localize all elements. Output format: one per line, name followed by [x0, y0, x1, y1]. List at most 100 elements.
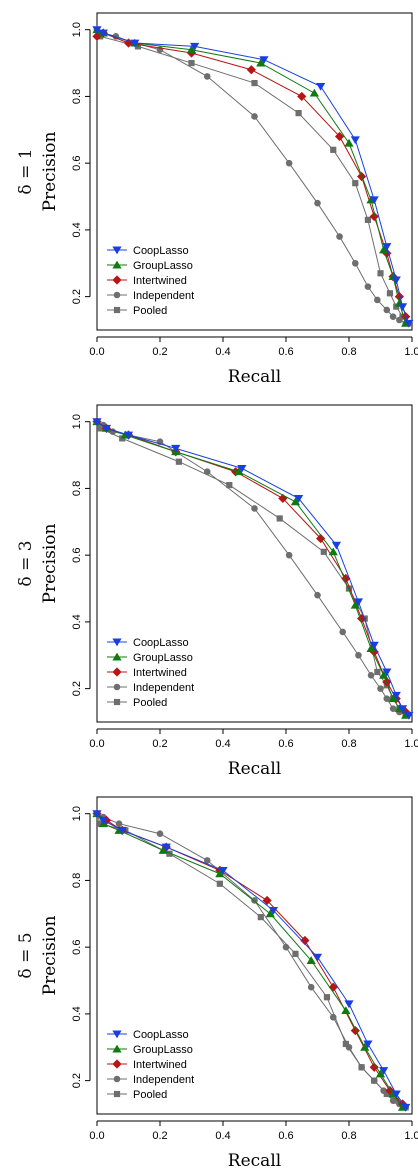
point-intertwined	[401, 312, 411, 322]
point-grouplasso	[388, 694, 398, 703]
point-cooplasso	[404, 319, 414, 328]
point-grouplasso	[328, 547, 338, 556]
point-pooled	[175, 458, 182, 465]
point-cooplasso	[92, 418, 102, 427]
point-cooplasso	[218, 866, 228, 875]
point-grouplasso	[379, 245, 389, 254]
point-pooled	[371, 1077, 378, 1084]
point-pooled	[216, 880, 223, 887]
point-intertwined	[369, 211, 379, 222]
point-intertwined	[394, 292, 404, 302]
x-tick-label: 0.0	[89, 738, 104, 750]
x-tick-label: 0.6	[278, 1130, 293, 1142]
point-independent	[383, 695, 391, 702]
panel-delta-3: δ = 3 0.0 0.2 0.4 0.6 0.8 1.0 0.2 0.4 0.6 0.8 1.0 R…	[16, 404, 418, 779]
x-tick-label: 0.6	[278, 346, 293, 358]
point-grouplasso	[366, 644, 376, 653]
point-grouplasso	[256, 58, 266, 67]
point-pooled	[97, 820, 104, 827]
point-intertwined	[357, 613, 367, 624]
point-independent	[364, 283, 372, 290]
y-tick-label: 1.0	[71, 806, 83, 821]
legend-marker-diamond	[112, 275, 122, 285]
point-cooplasso	[259, 56, 269, 65]
point-cooplasso	[369, 196, 379, 205]
x-tick-label: 0.4	[215, 738, 230, 750]
point-independent	[355, 651, 362, 659]
point-cooplasso	[382, 243, 392, 251]
point-pooled	[276, 515, 283, 522]
legend-entry-pooled: Pooled	[107, 697, 167, 709]
point-cooplasso	[391, 276, 401, 285]
legend-label: Independent	[133, 682, 194, 694]
point-independent	[389, 705, 397, 712]
point-intertwined	[297, 91, 307, 102]
legend-marker-triangle-down	[112, 1030, 122, 1039]
point-pooled	[383, 1090, 390, 1098]
point-pooled	[386, 290, 394, 297]
point-pooled	[323, 994, 331, 1001]
legend-label: Independent	[133, 290, 194, 302]
panel-delta-5: δ = 5 0.0 0.2 0.4 0.6 0.8 1.0 0.2 0.4 0.6 0.8 1.0 R…	[16, 796, 418, 1169]
legend-marker-circle	[113, 1075, 121, 1083]
point-pooled	[393, 1097, 400, 1104]
legend-marker-diamond	[112, 667, 122, 677]
panel-delta-1: δ = 1 0.0 0.2 0.4 0.6 0.8 1.0 0.2 0.4 0.6 0.8 1.0 R…	[16, 12, 418, 387]
point-independent	[282, 943, 290, 951]
point-cooplasso	[237, 464, 247, 473]
point-cooplasso	[397, 303, 408, 312]
legend-entry-intertwined: Intertwined	[107, 275, 187, 287]
point-pooled	[188, 59, 195, 67]
legend-label: CoopLasso	[133, 637, 189, 649]
point-independent	[336, 233, 343, 240]
point-grouplasso	[379, 670, 389, 679]
x-tick-label: 1.0	[404, 346, 418, 358]
point-cooplasso	[369, 641, 379, 650]
y-tick-label: 1.0	[71, 22, 83, 37]
series-line-cooplasso	[96, 29, 410, 324]
legend-entry-intertwined: Intertwined	[107, 1059, 187, 1071]
point-pooled	[374, 668, 381, 676]
legend-marker-triangle-down	[112, 638, 122, 647]
point-independent	[251, 505, 258, 512]
y-tick-label: 0.2	[71, 681, 83, 696]
legend-entry-intertwined: Intertwined	[107, 667, 187, 679]
legend-entry-cooplasso: CoopLasso	[107, 1029, 189, 1041]
point-independent	[383, 306, 391, 314]
x-tick-label: 0.2	[152, 738, 167, 750]
point-intertwined	[341, 573, 351, 584]
point-cooplasso	[397, 705, 408, 714]
point-pooled	[226, 481, 233, 489]
y-tick-label: 0.8	[71, 481, 83, 496]
point-pooled	[292, 950, 299, 957]
point-intertwined	[350, 1025, 360, 1036]
point-pooled	[97, 425, 104, 432]
point-pooled	[166, 850, 173, 857]
y-tick-label: 0.4	[71, 1006, 83, 1021]
point-pooled	[352, 180, 359, 187]
point-grouplasso	[309, 88, 319, 97]
y-tick-label: 0.4	[71, 614, 83, 629]
plot-frame	[96, 12, 413, 331]
legend: CoopLasso GroupLasso Intertwined Independen…	[107, 1029, 194, 1101]
legend-entry-grouplasso: GroupLasso	[107, 1044, 193, 1056]
x-tick-label: 0.8	[341, 1130, 356, 1142]
legend-entry-independent: Independent	[107, 290, 194, 302]
point-independent	[339, 628, 347, 636]
legend-label: Intertwined	[133, 667, 187, 679]
legend-entry-cooplasso: CoopLasso	[107, 245, 189, 257]
legend-label: GroupLasso	[133, 260, 193, 272]
legend: CoopLasso GroupLasso Intertwined Independen…	[107, 637, 194, 709]
legend-entry-grouplasso: GroupLasso	[107, 260, 193, 272]
point-cooplasso	[101, 424, 112, 433]
x-tick-label: 0.6	[278, 738, 293, 750]
x-tick-label: 0.4	[215, 346, 230, 358]
point-grouplasso	[234, 467, 244, 476]
legend-label: CoopLasso	[133, 245, 189, 257]
legend: CoopLasso GroupLasso Intertwined Independen…	[107, 245, 194, 317]
y-tick-label: 0.2	[71, 289, 83, 304]
plot-frame	[96, 796, 413, 1115]
point-cooplasso	[331, 541, 341, 550]
point-grouplasso	[290, 497, 301, 506]
